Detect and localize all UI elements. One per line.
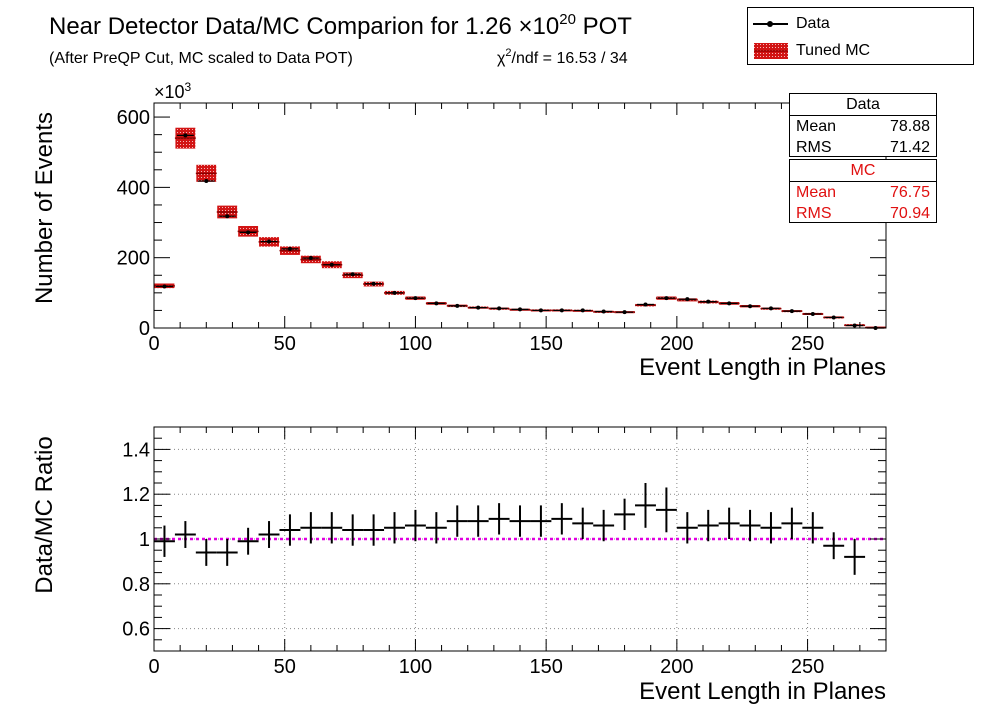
data-point [789,309,794,314]
top-y-multiplier: ×103 [154,80,192,102]
y-tick-label: 0 [139,318,150,340]
chart-title: Near Detector Data/MC Comparion for 1.26… [49,11,632,40]
data-point [476,305,481,310]
x-tick-label: 50 [274,656,296,678]
legend: Data Tuned MC [747,7,974,65]
x-tick-label: 0 [148,656,159,678]
data-marker-icon [753,21,788,27]
x-tick-label: 200 [660,333,693,355]
data-point [852,323,857,328]
data-stats-title: Data [790,94,936,116]
data-point [664,296,669,301]
mc-stats-mean-row: Mean 76.75 [790,182,936,203]
data-point [497,306,502,311]
data-rms-value: 71.42 [889,139,930,156]
event-length-histogram: 0 50 100 150 200 250 0 200 400 600 [117,102,887,355]
data-point [392,290,397,295]
data-mean-label: Mean [796,118,837,135]
mc-stats-title: MC [790,160,936,182]
top-y-axis-label: Number of Events [31,112,58,304]
data-point [225,214,230,219]
data-point [204,179,209,184]
data-point [831,315,836,320]
data-point [434,301,439,306]
data-point [643,302,648,307]
data-point [748,304,753,309]
x-tick-label: 100 [399,333,432,355]
x-tick-label: 250 [791,656,824,678]
data-stats-rms-row: RMS 71.42 [790,137,936,158]
bottom-x-axis-label: Event Length in Planes [639,678,886,705]
x-tick-label: 50 [274,333,296,355]
mc-band-icon [754,43,788,59]
legend-label-data: Data [796,15,830,32]
mc-rms-value: 70.94 [889,205,930,222]
chi2-ndf-label: χ2/ndf = 16.53 / 34 [497,47,628,67]
data-stats-box: Data Mean 78.88 RMS 71.42 [789,93,937,157]
data-point [727,301,732,306]
data-point [580,308,585,313]
x-tick-label: 250 [791,333,824,355]
y-tick-label: 1.4 [122,439,150,461]
legend-item-mc: Tuned MC [748,38,973,64]
data-mc-ratio-plot: 0 50 100 150 200 250 0.6 0.8 1 1.2 1.4 [122,426,887,678]
data-point [183,133,188,138]
y-tick-label: 600 [117,107,150,129]
y-tick-label: 400 [117,177,150,199]
data-point [538,308,543,313]
mc-stats-rms-row: RMS 70.94 [790,203,936,224]
data-mean-value: 78.88 [889,118,930,135]
top-x-axis-label: Event Length in Planes [639,354,886,381]
chart-subtitle: (After PreQP Cut, MC scaled to Data POT) [49,50,353,67]
legend-item-data: Data [748,11,973,37]
y-tick-label: 1.2 [122,484,150,506]
data-point [518,307,522,312]
data-point [267,239,272,244]
x-tick-label: 150 [529,656,562,678]
x-tick-label: 100 [399,656,432,678]
legend-label-mc: Tuned MC [796,42,871,59]
data-point [413,296,418,301]
plot-frame [153,102,887,329]
data-point [246,230,251,235]
y-tick-label: 200 [117,248,150,270]
y-tick-label: 0.6 [122,619,150,641]
data-stats-mean-row: Mean 78.88 [790,116,936,137]
data-point [810,311,815,316]
x-tick-label: 150 [529,333,562,355]
mc-mean-value: 76.75 [889,184,930,201]
data-point [162,284,167,289]
data-point [706,299,711,304]
data-point [622,310,627,315]
data-point [685,297,690,302]
data-point [308,256,313,261]
data-point [559,308,564,313]
mc-mean-label: Mean [796,184,837,201]
y-tick-label: 0.8 [122,574,150,596]
data-point [768,306,773,311]
x-tick-label: 0 [148,333,159,355]
x-tick-label: 200 [660,656,693,678]
data-point [329,262,334,267]
data-point [455,303,460,308]
data-point [371,281,376,286]
data-point [601,309,606,314]
y-tick-label: 1 [139,529,150,551]
data-point [350,272,355,277]
mc-stats-box: MC Mean 76.75 RMS 70.94 [789,159,937,223]
data-rms-label: RMS [796,139,832,156]
data-point [287,246,292,251]
bottom-y-axis-label: Data/MC Ratio [31,436,58,593]
mc-rms-label: RMS [796,205,832,222]
